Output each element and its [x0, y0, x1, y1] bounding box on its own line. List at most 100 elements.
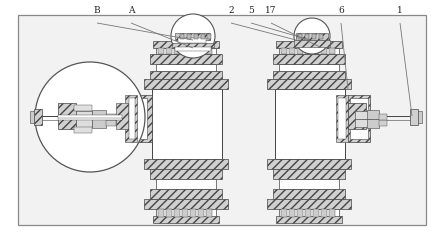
- Circle shape: [171, 14, 215, 58]
- Bar: [355, 119, 369, 127]
- Bar: [125, 95, 137, 142]
- Text: 5: 5: [248, 6, 254, 15]
- Bar: [367, 119, 379, 128]
- Bar: [190, 209, 196, 217]
- Bar: [144, 159, 228, 169]
- Bar: [174, 209, 180, 217]
- Bar: [273, 71, 345, 79]
- Bar: [116, 103, 128, 129]
- Bar: [279, 64, 339, 71]
- Bar: [153, 41, 219, 48]
- Bar: [201, 34, 205, 39]
- Bar: [174, 48, 180, 54]
- Bar: [336, 95, 348, 142]
- Bar: [30, 111, 34, 123]
- Bar: [150, 54, 222, 64]
- Bar: [92, 110, 106, 119]
- Bar: [321, 209, 327, 217]
- Text: 1: 1: [397, 6, 403, 15]
- Bar: [175, 47, 211, 51]
- Bar: [58, 115, 122, 120]
- Bar: [379, 114, 387, 120]
- Bar: [273, 54, 345, 64]
- Bar: [198, 48, 204, 54]
- Bar: [329, 209, 335, 217]
- Bar: [144, 199, 228, 209]
- Bar: [329, 48, 335, 54]
- Bar: [133, 98, 147, 139]
- Bar: [187, 34, 191, 39]
- Bar: [156, 209, 216, 217]
- Bar: [321, 48, 327, 54]
- Bar: [18, 15, 426, 225]
- Bar: [296, 33, 328, 40]
- Bar: [206, 48, 212, 54]
- Bar: [150, 189, 222, 199]
- Bar: [150, 71, 222, 79]
- Bar: [305, 48, 311, 54]
- Bar: [298, 34, 302, 39]
- Bar: [289, 209, 295, 217]
- Bar: [348, 103, 366, 129]
- Bar: [153, 216, 219, 223]
- Bar: [129, 98, 135, 139]
- Text: A: A: [128, 6, 134, 15]
- Bar: [144, 79, 228, 89]
- Bar: [206, 209, 212, 217]
- Bar: [156, 64, 216, 71]
- Bar: [281, 209, 287, 217]
- Bar: [267, 199, 351, 209]
- Bar: [281, 48, 287, 54]
- Bar: [305, 34, 309, 39]
- Bar: [276, 216, 342, 223]
- Bar: [297, 209, 303, 217]
- Bar: [190, 48, 196, 54]
- Bar: [273, 169, 345, 179]
- Bar: [58, 103, 76, 129]
- Bar: [76, 111, 92, 119]
- Bar: [92, 119, 106, 128]
- Bar: [158, 48, 164, 54]
- Bar: [207, 34, 211, 39]
- Bar: [198, 209, 204, 217]
- Bar: [297, 48, 303, 54]
- Bar: [267, 159, 351, 169]
- Bar: [172, 43, 214, 47]
- Text: B: B: [94, 6, 100, 15]
- Bar: [312, 34, 316, 39]
- Bar: [279, 179, 339, 189]
- Bar: [289, 48, 295, 54]
- Circle shape: [35, 62, 145, 172]
- Bar: [313, 48, 319, 54]
- Bar: [379, 120, 387, 126]
- Bar: [76, 119, 92, 127]
- Bar: [166, 209, 172, 217]
- Circle shape: [294, 18, 330, 54]
- Bar: [279, 209, 339, 217]
- Bar: [294, 40, 330, 47]
- Bar: [106, 120, 116, 126]
- Bar: [74, 105, 92, 111]
- Text: 2: 2: [228, 6, 234, 15]
- Bar: [34, 109, 42, 125]
- Bar: [350, 98, 368, 139]
- Bar: [156, 179, 216, 189]
- Bar: [279, 48, 339, 54]
- Bar: [156, 48, 216, 54]
- Bar: [182, 209, 188, 217]
- Text: 6: 6: [338, 6, 344, 15]
- Bar: [273, 189, 345, 199]
- Bar: [348, 95, 370, 142]
- Bar: [410, 109, 418, 125]
- Bar: [150, 169, 222, 179]
- Bar: [275, 89, 345, 159]
- Bar: [74, 127, 92, 133]
- Bar: [166, 48, 172, 54]
- Bar: [319, 34, 323, 39]
- Bar: [175, 33, 210, 40]
- Text: 17: 17: [265, 6, 277, 15]
- Bar: [355, 111, 369, 119]
- Bar: [182, 48, 188, 54]
- Bar: [338, 98, 346, 139]
- Bar: [180, 34, 184, 39]
